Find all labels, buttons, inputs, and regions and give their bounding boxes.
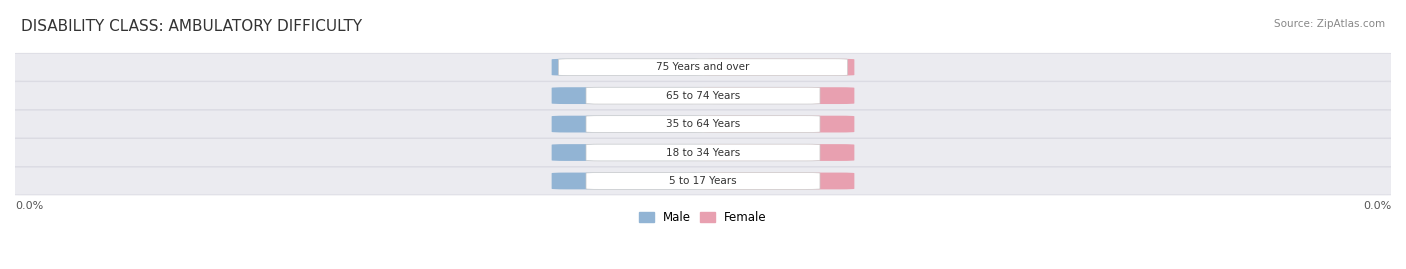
FancyBboxPatch shape xyxy=(586,87,820,104)
Text: 0.0%: 0.0% xyxy=(1362,201,1391,211)
FancyBboxPatch shape xyxy=(8,82,1398,109)
FancyBboxPatch shape xyxy=(703,116,855,132)
Text: Source: ZipAtlas.com: Source: ZipAtlas.com xyxy=(1274,19,1385,29)
FancyBboxPatch shape xyxy=(703,144,855,161)
FancyBboxPatch shape xyxy=(703,59,855,76)
FancyBboxPatch shape xyxy=(8,139,1398,167)
FancyBboxPatch shape xyxy=(551,87,703,104)
FancyBboxPatch shape xyxy=(551,116,703,132)
Text: 0.0%: 0.0% xyxy=(765,147,792,158)
FancyBboxPatch shape xyxy=(558,59,848,76)
Text: 75 Years and over: 75 Years and over xyxy=(657,62,749,72)
Text: 0.0%: 0.0% xyxy=(614,119,641,129)
FancyBboxPatch shape xyxy=(551,144,703,161)
FancyBboxPatch shape xyxy=(586,116,820,132)
FancyBboxPatch shape xyxy=(8,53,1398,81)
Text: 0.0%: 0.0% xyxy=(614,62,641,72)
FancyBboxPatch shape xyxy=(703,173,855,189)
Text: DISABILITY CLASS: AMBULATORY DIFFICULTY: DISABILITY CLASS: AMBULATORY DIFFICULTY xyxy=(21,19,363,34)
Text: 0.0%: 0.0% xyxy=(765,62,792,72)
FancyBboxPatch shape xyxy=(703,87,855,104)
Text: 0.0%: 0.0% xyxy=(15,201,44,211)
Text: 0.0%: 0.0% xyxy=(614,176,641,186)
Text: 0.0%: 0.0% xyxy=(765,176,792,186)
Legend: Male, Female: Male, Female xyxy=(634,206,772,229)
FancyBboxPatch shape xyxy=(8,110,1398,138)
Text: 0.0%: 0.0% xyxy=(614,147,641,158)
Text: 0.0%: 0.0% xyxy=(765,119,792,129)
FancyBboxPatch shape xyxy=(551,173,703,189)
Text: 0.0%: 0.0% xyxy=(765,91,792,101)
Text: 18 to 34 Years: 18 to 34 Years xyxy=(666,147,740,158)
Text: 0.0%: 0.0% xyxy=(614,91,641,101)
FancyBboxPatch shape xyxy=(586,144,820,161)
Text: 5 to 17 Years: 5 to 17 Years xyxy=(669,176,737,186)
FancyBboxPatch shape xyxy=(586,173,820,189)
Text: 65 to 74 Years: 65 to 74 Years xyxy=(666,91,740,101)
FancyBboxPatch shape xyxy=(551,59,703,76)
FancyBboxPatch shape xyxy=(8,167,1398,195)
Text: 35 to 64 Years: 35 to 64 Years xyxy=(666,119,740,129)
